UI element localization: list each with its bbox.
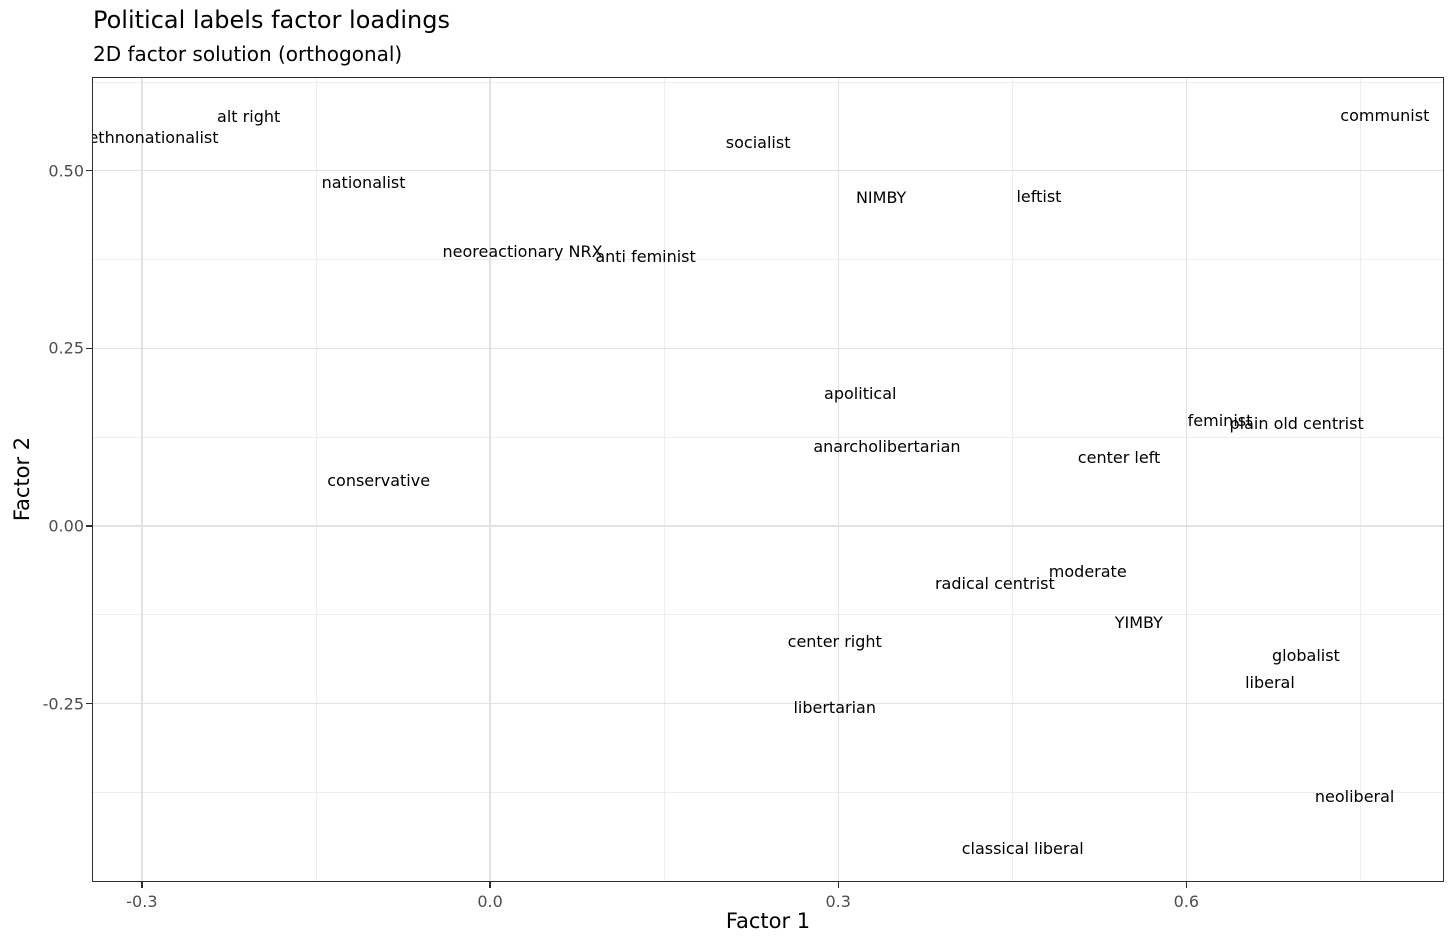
scatter-text-label: globalist [1271, 646, 1340, 666]
y-tick-mark [86, 702, 92, 705]
scatter-text-label: ethnonationalist [92, 128, 219, 148]
gridline-major-vertical [141, 77, 143, 882]
x-tick-mark [1185, 882, 1188, 888]
scatter-text-label: center left [1077, 448, 1161, 468]
gridline-minor-horizontal [92, 614, 1444, 616]
gridline-minor-horizontal [92, 81, 1444, 83]
x-tick-label: -0.3 [126, 892, 158, 911]
gridline-minor-vertical [315, 77, 317, 882]
x-axis-label: Factor 1 [725, 909, 811, 933]
x-tick-label: 0.0 [477, 892, 503, 911]
scatter-text-label: moderate [1048, 562, 1127, 582]
y-tick-mark [86, 347, 92, 350]
x-tick-label: 0.3 [825, 892, 851, 911]
scatter-text-label: classical liberal [961, 838, 1084, 858]
y-tick-mark [86, 170, 92, 172]
scatter-text-label: apolitical [824, 384, 897, 404]
x-tick-label: 0.6 [1173, 892, 1200, 911]
scatter-text-label: leftist [1016, 187, 1062, 207]
gridline-minor-vertical [663, 77, 665, 882]
scatter-text-label: alt right [217, 107, 281, 127]
y-tick-label: 0.00 [48, 516, 84, 536]
scatter-text-label: socialist [725, 133, 791, 153]
chart-title: Political labels factor loadings [93, 6, 450, 34]
gridline-major-horizontal [92, 703, 1444, 705]
gridline-major-vertical [489, 77, 491, 882]
scatter-text-label: radical centrist [934, 574, 1055, 594]
gridline-major-vertical [837, 77, 839, 882]
x-tick-mark [489, 882, 491, 888]
scatter-text-label: liberal [1245, 673, 1295, 693]
scatter-text-label: neoliberal [1314, 787, 1395, 807]
scatter-text-label: nationalist [321, 173, 406, 193]
scatter-text-label: anarcholibertarian [813, 437, 961, 457]
scatter-text-label: center right [787, 632, 882, 652]
y-tick-label: -0.25 [42, 694, 84, 714]
gridline-minor-horizontal [92, 792, 1444, 793]
scatter-text-label: neoreactionary NRX [442, 241, 603, 261]
gridline-major-horizontal [92, 347, 1444, 350]
scatter-text-label: YIMBY [1114, 613, 1163, 633]
scatter-text-label: feminist [1187, 411, 1253, 431]
scatter-text-label: conservative [327, 471, 431, 491]
scatter-text-label: libertarian [793, 698, 876, 718]
scatter-text-label: communist [1340, 106, 1430, 126]
scatter-text-label: plain old centrist [1229, 413, 1364, 433]
plot-panel: ethnonationalist alt right nationalist soci… [92, 77, 1444, 882]
gridline-major-horizontal [92, 525, 1444, 527]
gridline-minor-horizontal [92, 259, 1444, 261]
gridline-minor-vertical [1359, 77, 1361, 882]
gridline-minor-horizontal [92, 436, 1444, 438]
x-tick-mark [141, 882, 143, 888]
y-axis-label: Factor 2 [10, 436, 34, 522]
panel-border [92, 77, 1444, 882]
scatter-text-label: NIMBY [855, 188, 907, 208]
gridline-minor-vertical [1011, 77, 1013, 882]
chart-subtitle: 2D factor solution (orthogonal) [93, 42, 403, 66]
gridline-major-horizontal [92, 170, 1444, 172]
y-tick-label: 0.25 [48, 338, 84, 358]
y-tick-mark [86, 525, 92, 527]
scatter-text-label: anti feminist [595, 246, 696, 266]
y-tick-label: 0.50 [48, 161, 84, 181]
gridline-major-vertical [1185, 77, 1187, 882]
x-tick-mark [837, 882, 839, 888]
